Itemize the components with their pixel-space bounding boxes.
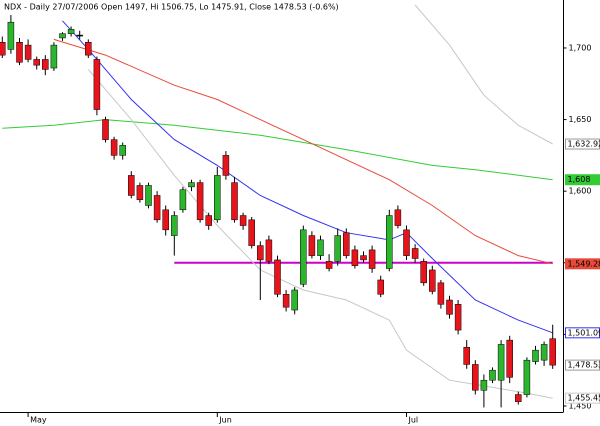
candle-body [325, 261, 333, 269]
candle-body [93, 59, 101, 110]
chart-title: NDX - Daily 27/07/2006 Open 1497, Hi 150… [4, 3, 339, 12]
candle-body [386, 215, 393, 269]
candle-body [222, 155, 230, 176]
candle-body [145, 185, 152, 206]
candle-body [403, 229, 410, 256]
candle-body [411, 248, 419, 259]
candle-body [420, 261, 427, 284]
candle-body [463, 347, 470, 365]
indicator-line [2, 119, 553, 181]
y-tick-label: 1,450 [569, 401, 592, 410]
candle-body [42, 59, 49, 70]
candle-body [394, 209, 402, 226]
indicator-line [87, 69, 553, 399]
candle-body [119, 145, 126, 156]
y-tick-label: 1,600 [569, 187, 592, 196]
price-label: 1,632.92 [568, 140, 600, 149]
candle-body [368, 249, 376, 269]
candle-body [179, 189, 187, 211]
y-tick-label: 1,650 [569, 115, 592, 124]
candle-body [446, 299, 453, 315]
candle-body [188, 182, 195, 188]
candle-body [205, 215, 212, 226]
indicator-line [53, 38, 553, 265]
candle-body [549, 338, 556, 366]
price-label: 1,549.28 [568, 259, 600, 268]
candle-body [532, 349, 539, 362]
candle-body [67, 29, 75, 34]
candle-body [102, 119, 109, 140]
candle-body [343, 232, 350, 256]
candle-body [231, 182, 238, 221]
candle-body [360, 255, 367, 261]
candle-body [351, 249, 359, 266]
candle-body [540, 344, 548, 361]
candle-body [265, 239, 273, 262]
candle-body [7, 21, 15, 50]
candle-body [282, 294, 290, 308]
candle-body [300, 229, 307, 285]
candle-body [472, 364, 479, 391]
candle-body [153, 195, 161, 221]
candle-body [480, 379, 488, 391]
x-tick-label: Jul [408, 416, 419, 425]
candle-body [334, 235, 341, 262]
candle-body [248, 219, 255, 246]
candle-body [429, 269, 436, 292]
indicator-line [414, 4, 553, 145]
candle-body [317, 239, 324, 256]
price-label: 1,455.45 [568, 394, 600, 403]
candle-body [497, 344, 505, 381]
candle-body [128, 175, 135, 196]
candle-body [239, 215, 247, 226]
candle-body [291, 289, 298, 311]
candle-body [33, 59, 40, 66]
candle-body [506, 339, 513, 378]
candle-body [257, 245, 264, 261]
candle-body [0, 41, 6, 56]
candle-body [274, 259, 281, 295]
y-tick-label: 1,700 [569, 43, 592, 52]
candle-body [196, 182, 204, 221]
indicator-line [62, 20, 553, 334]
candle-body [110, 139, 118, 156]
candle-body [377, 279, 384, 295]
candle-body [214, 175, 221, 221]
candle-body [437, 282, 445, 305]
candle-body [308, 235, 316, 256]
candle-body [162, 209, 169, 231]
candle-body [50, 44, 58, 69]
x-tick-label: May [30, 416, 47, 425]
candle-body [16, 41, 23, 63]
candle-body [24, 44, 32, 60]
candle-body [59, 33, 66, 39]
price-label: 1,501.09 [568, 328, 600, 337]
price-label: 1,478.53 [568, 361, 600, 370]
candle-body [523, 359, 531, 395]
x-tick-label: Jun [218, 416, 232, 425]
candle-body [76, 34, 83, 37]
candle-body [171, 215, 178, 236]
candle-body [515, 394, 522, 402]
price-label: 1,608 [568, 175, 591, 184]
candle-body [489, 369, 496, 381]
candle-body [136, 185, 144, 201]
candle-body [85, 41, 92, 56]
candle-body [454, 304, 462, 331]
